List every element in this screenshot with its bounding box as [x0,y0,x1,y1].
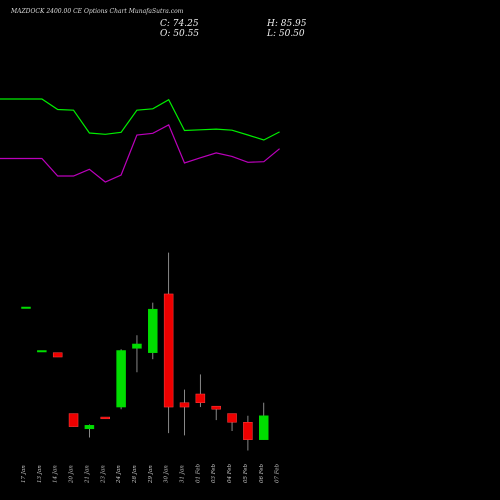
x-tick-label: 30 Jan [164,465,170,483]
x-tick-label: 05 Feb [243,463,249,483]
x-tick-label: 21 Jan [84,465,90,484]
candle-body [132,343,142,349]
x-tick-label: 13 Jan [37,465,43,483]
open-value: O: 50.55 [160,29,200,39]
candle-body [84,425,95,430]
x-tick-label: 28 Jan [132,465,138,484]
candle-body [68,413,79,427]
x-tick-label: 04 Feb [227,463,233,483]
x-tick-label: 20 Jan [69,465,75,484]
candle-body [52,352,63,358]
ohlc-right: H: 85.95 L: 50.50 [267,19,307,39]
x-tick-label: 07 Feb [275,463,281,483]
candle-body [100,416,110,420]
x-tick-label: 29 Jan [148,465,154,484]
upper-line [0,98,280,141]
candle-body [21,306,31,309]
lower-line [0,124,280,183]
x-tick-label: 01 Feb [195,463,201,483]
candle-body [148,308,158,353]
x-tick-label: 23 Jan [100,465,106,484]
candle-body [227,413,237,423]
candle-body [243,422,253,440]
x-tick-label: 03 Feb [211,463,217,483]
x-tick-label: 17 Jan [21,465,27,483]
candle-body [163,293,174,408]
x-tick-label: 24 Jan [116,465,122,484]
x-tick-label: 06 Feb [259,463,265,483]
ohlc-left: C: 74.25 O: 50.55 [160,19,199,39]
chart-title: MAZDOCK 2400.00 CE Options Chart MunafaS… [11,8,184,15]
candle-body [116,350,126,408]
x-tick-label: 31 Jan [180,465,186,483]
x-tick-label: 14 Jan [53,465,59,483]
candle-body [211,405,221,410]
candle-body [37,350,47,353]
candle-body [259,415,269,440]
close-value: C: 74.25 [160,19,199,29]
candle-body [195,393,206,403]
high-value: H: 85.95 [267,19,307,29]
candle-body [179,402,190,408]
low-value: L: 50.50 [267,29,305,39]
